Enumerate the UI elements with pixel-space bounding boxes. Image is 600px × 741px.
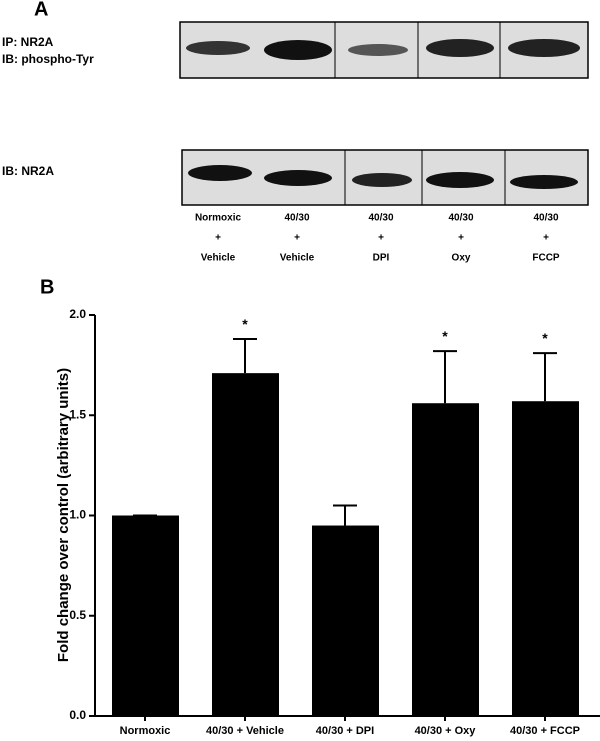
significance-label: * — [542, 330, 548, 346]
lane-label: + — [294, 233, 300, 244]
lane-label: Vehicle — [280, 253, 315, 264]
x-tick-label: 40/30 + DPI — [316, 725, 374, 737]
lane-label: 40/30 — [448, 213, 473, 224]
bar — [212, 373, 279, 716]
bar — [112, 515, 179, 716]
y-tick-label: 1.0 — [69, 508, 86, 522]
error-bar — [433, 350, 457, 404]
lane-label: 40/30 — [533, 213, 558, 224]
y-tick-label: 1.5 — [69, 407, 86, 421]
lane-label: 40/30 — [368, 213, 393, 224]
significance-label: * — [442, 328, 448, 344]
error-bar — [233, 338, 257, 374]
blot-label: IB: phospho-Tyr — [2, 52, 94, 66]
bar — [512, 401, 579, 716]
lane-label: + — [378, 233, 384, 244]
panel-label: B — [40, 276, 54, 298]
y-tick-label: 2.0 — [69, 307, 86, 321]
bar — [412, 403, 479, 716]
lane-label: + — [543, 233, 549, 244]
blot-label: IB: NR2A — [2, 164, 54, 178]
x-tick-label: 40/30 + Vehicle — [206, 725, 284, 737]
panel-label: A — [34, 0, 48, 20]
significance-label: * — [242, 316, 248, 332]
lane-label: Oxy — [452, 253, 471, 264]
y-axis-label: Fold change over control (arbitrary unit… — [55, 368, 72, 662]
blot-bottom — [181, 149, 589, 206]
lane-label: + — [215, 233, 221, 244]
lane-label: DPI — [373, 253, 390, 264]
bar — [312, 525, 379, 716]
lane-label: Normoxic — [195, 213, 242, 224]
x-tick-label: 40/30 + FCCP — [510, 725, 580, 737]
y-tick-label: 0.5 — [69, 608, 86, 622]
blot-label: IP: NR2A — [2, 35, 54, 49]
y-tick-label: 0.0 — [69, 708, 86, 722]
lane-label: Vehicle — [201, 253, 236, 264]
x-tick-label: 40/30 + Oxy — [415, 725, 477, 737]
blot-top — [179, 21, 589, 79]
lane-label: + — [458, 233, 464, 244]
lane-label: 40/30 — [284, 213, 309, 224]
lane-label: FCCP — [532, 253, 560, 264]
error-bar — [333, 504, 357, 526]
error-bar — [533, 352, 557, 402]
x-tick-label: Normoxic — [120, 725, 171, 737]
